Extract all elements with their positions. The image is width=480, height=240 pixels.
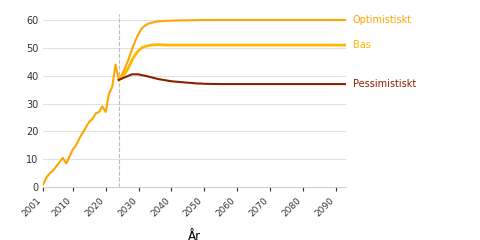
Text: Optimistiskt: Optimistiskt [353,15,412,25]
X-axis label: År: År [188,230,201,240]
Text: Bas: Bas [353,40,371,50]
Text: Pessimistiskt: Pessimistiskt [353,79,416,89]
